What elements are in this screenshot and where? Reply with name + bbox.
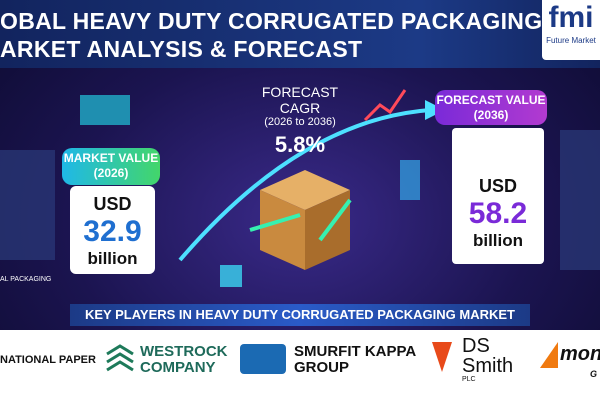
market-value-label: MARKET VALUE (2026) bbox=[62, 148, 160, 185]
westrock-icon bbox=[106, 344, 134, 372]
currency: USD bbox=[478, 176, 517, 196]
mondi-icon bbox=[540, 342, 558, 368]
label: FORECAST VALUE bbox=[436, 93, 546, 107]
company-name: NATIONAL PAPER bbox=[0, 354, 96, 366]
logo: fmi Future Market bbox=[542, 0, 600, 60]
amount: 58.2 bbox=[468, 197, 528, 230]
trend-arrow bbox=[178, 108, 431, 262]
company-sub: GROUP bbox=[294, 359, 350, 376]
company-sub: Smith bbox=[462, 355, 514, 377]
left-scene bbox=[0, 150, 55, 260]
year: (2036) bbox=[473, 108, 509, 122]
period: (2026 to 2036) bbox=[264, 116, 336, 128]
company-sub: G bbox=[590, 369, 598, 379]
currency: USD bbox=[93, 194, 132, 214]
title-bar: OBAL HEAVY DUTY CORRUGATED PACKAGING ARK… bbox=[0, 0, 600, 68]
bars-icon bbox=[400, 160, 420, 200]
company: mon G bbox=[560, 344, 600, 384]
value: 5.8% bbox=[274, 132, 326, 157]
factory-icon bbox=[80, 95, 130, 125]
chart-icon bbox=[363, 89, 407, 122]
title-line: ARKET ANALYSIS & FORECAST bbox=[0, 36, 363, 62]
company-sub: COMPANY bbox=[140, 359, 216, 376]
forecast-value-card: USD 58.2 billion bbox=[452, 128, 544, 264]
logo-strip: NATIONAL PAPER WESTROCK COMPANY SMURFIT … bbox=[0, 330, 600, 400]
right-scene bbox=[560, 130, 600, 270]
container-icon bbox=[220, 265, 242, 287]
company-name: WESTROCK bbox=[140, 343, 228, 360]
logo-text: fmi bbox=[548, 1, 594, 34]
unit: billion bbox=[472, 231, 524, 250]
company: SMURFIT KAPPA GROUP bbox=[294, 344, 416, 376]
smurfit-icon bbox=[240, 344, 286, 374]
market-value-card: USD 32.9 billion bbox=[70, 186, 155, 274]
box-arrows bbox=[249, 198, 352, 242]
year: (2026) bbox=[93, 166, 129, 180]
amount: 32.9 bbox=[83, 215, 142, 248]
company: WESTROCK COMPANY bbox=[140, 344, 228, 376]
company-note: PLC bbox=[462, 376, 476, 383]
company-name: SMURFIT KAPPA bbox=[294, 343, 417, 360]
decoration bbox=[0, 89, 600, 287]
forecast-value-label: FORECAST VALUE (2036) bbox=[435, 90, 547, 125]
company: DS Smith PLC bbox=[462, 336, 513, 384]
key-players-title: KEY PLAYERS IN HEAVY DUTY CORRUGATED PAC… bbox=[70, 304, 530, 326]
side-caption: AL PACKAGING bbox=[0, 276, 52, 283]
logo-caption: Future Market bbox=[546, 36, 596, 45]
label: FORECAST CAGR bbox=[261, 84, 339, 116]
company-name: mon bbox=[560, 343, 600, 365]
box-left bbox=[260, 190, 305, 270]
label: MARKET VALUE bbox=[63, 151, 159, 165]
title-line: OBAL HEAVY DUTY CORRUGATED PACKAGING bbox=[0, 8, 543, 34]
unit: billion bbox=[87, 249, 138, 268]
ds-icon bbox=[432, 342, 452, 372]
company-name: DS bbox=[462, 335, 490, 357]
cagr: FORECAST CAGR (2026 to 2036) 5.8% bbox=[240, 84, 360, 158]
